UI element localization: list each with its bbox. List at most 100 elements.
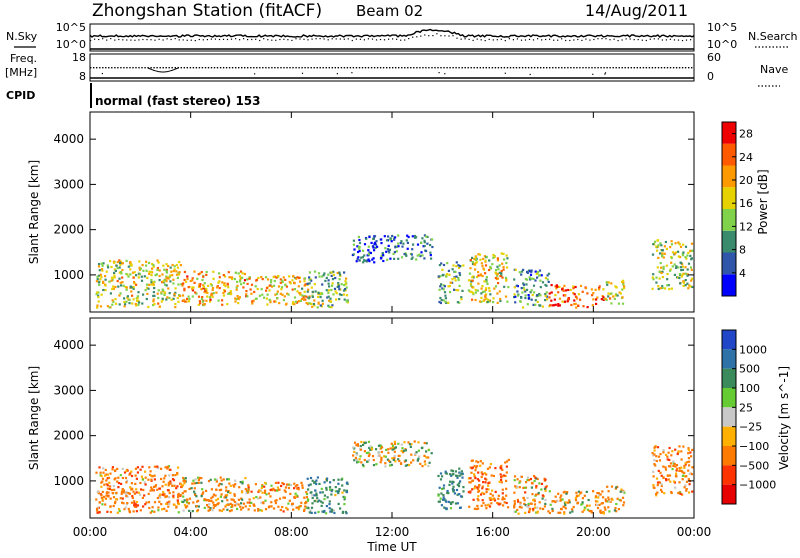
power-scatter-cell bbox=[681, 273, 684, 276]
power-scatter-cell bbox=[488, 259, 491, 262]
velocity-scatter-cell bbox=[476, 504, 479, 507]
power-colorbar-tick-label: 16 bbox=[739, 197, 753, 210]
power-scatter-cell bbox=[118, 259, 121, 262]
velocity-scatter-cell bbox=[525, 481, 528, 484]
freq-point bbox=[274, 67, 276, 69]
power-scatter-cell bbox=[137, 291, 140, 294]
power-scatter-cell bbox=[296, 300, 299, 304]
power-scatter-cell bbox=[657, 256, 660, 259]
freq-point bbox=[660, 67, 663, 69]
velocity-scatter-cell bbox=[685, 475, 688, 478]
power-scatter-cell bbox=[652, 273, 655, 276]
noise-search-point bbox=[665, 39, 667, 41]
power-scatter-cell bbox=[157, 302, 160, 305]
power-scatter-cell bbox=[390, 240, 393, 243]
power-scatter-cell bbox=[665, 247, 668, 250]
freq-left-tick-bottom: 8 bbox=[79, 70, 86, 83]
power-scatter-cell bbox=[607, 295, 610, 298]
velocity-scatter-cell bbox=[659, 488, 663, 491]
velocity-scatter-cell bbox=[393, 447, 396, 450]
velocity-scatter-cell bbox=[490, 474, 493, 477]
velocity-scatter-cell bbox=[229, 484, 232, 487]
velocity-scatter-cell bbox=[330, 510, 333, 513]
power-scatter-cell bbox=[536, 276, 539, 279]
power-scatter-cell bbox=[100, 262, 103, 265]
power-scatter-cell bbox=[505, 279, 508, 282]
freq-point bbox=[99, 67, 101, 69]
velocity-scatter-cell bbox=[340, 478, 343, 481]
velocity-scatter-cell bbox=[222, 478, 225, 481]
freq-point bbox=[691, 67, 693, 69]
power-scatter-cell bbox=[503, 258, 506, 261]
velocity-scatter-cell bbox=[476, 486, 479, 489]
noise-search-point bbox=[637, 39, 639, 41]
velocity-scatter-cell bbox=[387, 451, 390, 454]
velocity-scatter-cell bbox=[323, 494, 326, 497]
power-scatter-cell bbox=[179, 264, 182, 267]
velocity-scatter-cell bbox=[668, 458, 671, 462]
power-scatter-cell bbox=[171, 274, 174, 277]
velocity-scatter-cell bbox=[195, 505, 198, 508]
power-scatter-cell bbox=[308, 296, 311, 299]
velocity-scatter-cell bbox=[198, 476, 201, 480]
velocity-scatter-cell bbox=[563, 512, 566, 515]
velocity-scatter-cell bbox=[386, 458, 389, 461]
freq-point bbox=[129, 67, 131, 69]
power-scatter-cell bbox=[141, 264, 144, 267]
velocity-scatter-cell bbox=[213, 478, 217, 481]
power-scatter-cell bbox=[442, 263, 446, 267]
velocity-scatter-cell bbox=[544, 489, 547, 492]
power-scatter-cell bbox=[264, 276, 268, 279]
power-scatter-cell bbox=[145, 260, 148, 263]
velocity-scatter-cell bbox=[328, 500, 331, 503]
velocity-scatter-cell bbox=[442, 498, 445, 501]
velocity-x-tick-label: 04:00 bbox=[173, 525, 208, 539]
power-scatter-cell bbox=[99, 305, 103, 308]
velocity-scatter-cell bbox=[479, 460, 482, 463]
power-scatter-cell bbox=[406, 234, 409, 237]
power-scatter-cell bbox=[201, 278, 204, 282]
power-scatter-cell bbox=[123, 300, 126, 304]
freq-point bbox=[636, 67, 638, 69]
power-scatter-cell bbox=[330, 300, 333, 303]
velocity-scatter-cell bbox=[491, 494, 494, 497]
velocity-scatter-cell bbox=[526, 496, 529, 500]
power-scatter-cell bbox=[366, 259, 369, 262]
freq-point bbox=[398, 67, 400, 69]
power-scatter-cell bbox=[380, 242, 383, 245]
velocity-x-tick-label: 12:00 bbox=[375, 525, 410, 539]
noise-search-point bbox=[98, 38, 100, 41]
power-scatter-cell bbox=[282, 276, 285, 279]
freq-point bbox=[144, 67, 146, 69]
power-scatter-cell bbox=[200, 271, 203, 274]
power-scatter-cell bbox=[236, 280, 239, 283]
velocity-scatter-cell bbox=[117, 476, 120, 479]
power-scatter-cell bbox=[426, 235, 429, 238]
velocity-scatter-cell bbox=[409, 445, 412, 448]
power-scatter-cell bbox=[209, 300, 212, 303]
velocity-scatter-cell bbox=[259, 489, 262, 492]
power-scatter-cell bbox=[567, 288, 570, 292]
velocity-scatter-cell bbox=[672, 462, 675, 465]
freq-point bbox=[482, 67, 484, 69]
power-scatter-cell bbox=[678, 276, 681, 280]
velocity-scatter-cell bbox=[200, 495, 203, 498]
noise-search-point bbox=[484, 40, 486, 42]
velocity-scatter-cell bbox=[507, 458, 510, 461]
power-scatter-cell bbox=[546, 274, 549, 277]
power-scatter-cell bbox=[274, 300, 277, 303]
power-scatter-cell bbox=[472, 286, 475, 289]
velocity-scatter-cell bbox=[676, 452, 679, 456]
velocity-scatter-cell bbox=[356, 444, 360, 447]
velocity-scatter-cell bbox=[475, 507, 478, 511]
power-scatter-cell bbox=[311, 305, 314, 308]
velocity-scatter-cell bbox=[225, 496, 228, 499]
velocity-scatter-cell bbox=[130, 470, 133, 473]
freq-point bbox=[431, 67, 433, 69]
velocity-scatter-cell bbox=[101, 477, 105, 480]
velocity-colorbar-segment bbox=[722, 446, 736, 466]
power-scatter-cell bbox=[670, 256, 673, 260]
power-scatter-cell bbox=[202, 285, 205, 289]
